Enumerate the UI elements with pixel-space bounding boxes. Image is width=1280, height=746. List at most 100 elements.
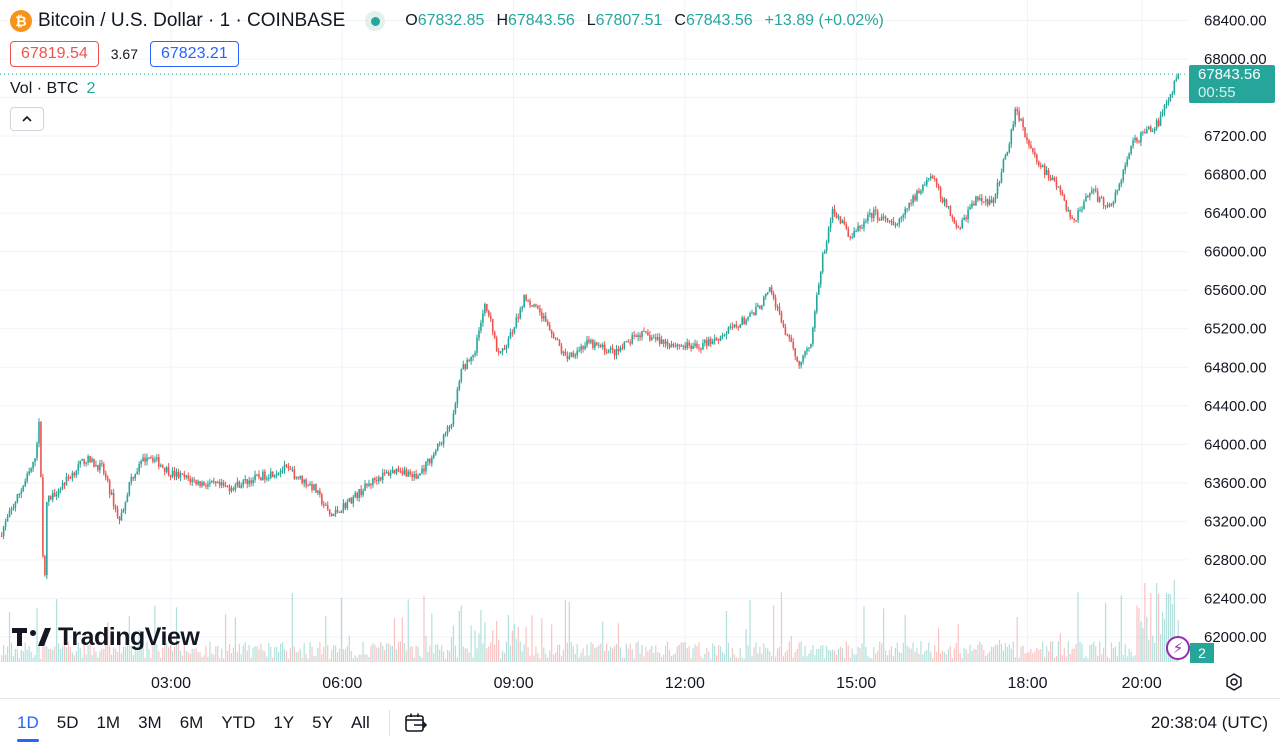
go-to-date-button[interactable] (398, 708, 434, 738)
volume-bar (896, 642, 898, 662)
candle-body (633, 335, 635, 337)
volume-bar (798, 642, 800, 662)
candle-body (364, 483, 366, 491)
bitcoin-icon: ₿ (10, 10, 32, 32)
candle-body (833, 209, 836, 214)
candle-body (745, 319, 747, 325)
price-tick-label: 62800.00 (1204, 552, 1267, 569)
range-1m[interactable]: 1M (96, 712, 121, 732)
volume-bar (554, 652, 557, 662)
volume-bar (680, 642, 682, 662)
candle-body (959, 228, 962, 230)
range-ytd[interactable]: YTD (221, 712, 256, 732)
volume-bar (535, 646, 537, 662)
volume-bar (949, 646, 951, 662)
candle-body (167, 467, 170, 476)
candle-body (419, 473, 421, 476)
volume-bar (1055, 656, 1058, 662)
candle-body (159, 465, 162, 467)
volume-bar (676, 646, 678, 662)
volume-bar (378, 647, 380, 662)
volume-bar (128, 616, 130, 662)
volume-bar (244, 641, 246, 662)
volume-bar (358, 654, 360, 662)
volume-bar (914, 651, 916, 662)
candle-body (205, 485, 207, 487)
volume-bar (692, 648, 694, 662)
volume-bar (201, 657, 203, 662)
volume-bar (1165, 593, 1168, 662)
candle-body (682, 345, 685, 347)
volume-bar (871, 658, 873, 662)
range-3m[interactable]: 3M (138, 712, 162, 732)
candle-body (1171, 92, 1174, 95)
volume-bar (814, 655, 816, 662)
candle-body (197, 481, 199, 485)
candle-body (631, 335, 633, 344)
volume-bar (456, 657, 458, 662)
high-label: H (496, 12, 508, 29)
candle-body (244, 479, 247, 481)
candle-body (943, 199, 946, 203)
candle-body (1118, 184, 1121, 190)
range-5y[interactable]: 5Y (312, 712, 333, 732)
candle-body (179, 473, 182, 478)
volume-bar (1152, 635, 1154, 662)
open-label: O (405, 12, 418, 29)
tradingview-logo[interactable]: TradingView (12, 622, 200, 652)
volume-legend[interactable]: Vol · BTC 2 (10, 80, 95, 98)
range-5d[interactable]: 5D (56, 712, 79, 732)
candle-body (584, 345, 586, 349)
volume-bar (368, 656, 370, 662)
candle-body (890, 221, 893, 223)
candle-body (187, 475, 190, 479)
volume-bar (446, 650, 449, 662)
candle-body (258, 474, 260, 478)
candle-body (1083, 201, 1085, 210)
utc-clock[interactable]: 20:38:04 (UTC) (1150, 713, 1268, 732)
range-1d[interactable]: 1D (8, 708, 48, 742)
sell-price-button[interactable]: 67819.54 (10, 41, 99, 67)
chart-settings-button[interactable] (1222, 670, 1246, 694)
lightning-icon[interactable]: ⚡ (1166, 636, 1190, 660)
symbol-title[interactable]: Bitcoin / U.S. Dollar · 1 · COINBASE (38, 10, 346, 31)
candle-body (421, 468, 423, 474)
market-status-icon[interactable] (365, 11, 386, 31)
candle-body (878, 219, 881, 221)
candle-body (1055, 180, 1058, 188)
candle-body (91, 458, 93, 463)
volume-bar (731, 648, 733, 662)
volume-bar (985, 655, 987, 662)
volume-bar (782, 656, 785, 662)
candle-body (704, 340, 706, 344)
candle-body (961, 220, 963, 229)
candle-body (446, 426, 449, 434)
range-6m[interactable]: 6M (179, 712, 204, 732)
range-all[interactable]: All (350, 712, 370, 732)
collapse-legend-button[interactable] (10, 107, 44, 131)
volume-bar (118, 644, 121, 662)
volume-bar (780, 592, 783, 662)
volume-bar (910, 648, 912, 662)
range-1y[interactable]: 1Y (273, 712, 295, 732)
volume-bar (264, 651, 266, 662)
volume-bar (42, 646, 44, 662)
volume-bar (849, 657, 851, 662)
candle-body (888, 220, 891, 222)
volume-bar (1069, 653, 1071, 662)
candle-body (138, 464, 140, 472)
candle-body (1149, 126, 1152, 132)
buy-price-button[interactable]: 67823.21 (149, 41, 239, 67)
volume-bar (6, 646, 9, 662)
volume-bar (448, 651, 451, 662)
candle-body (717, 338, 720, 341)
candle-body (317, 490, 319, 493)
volume-bar (197, 651, 199, 662)
candle-body (97, 464, 99, 471)
volume-bar (1059, 633, 1061, 662)
volume-bar (95, 651, 97, 662)
candle-body (672, 344, 675, 346)
candle-body (782, 322, 785, 328)
volume-bar (61, 645, 64, 662)
